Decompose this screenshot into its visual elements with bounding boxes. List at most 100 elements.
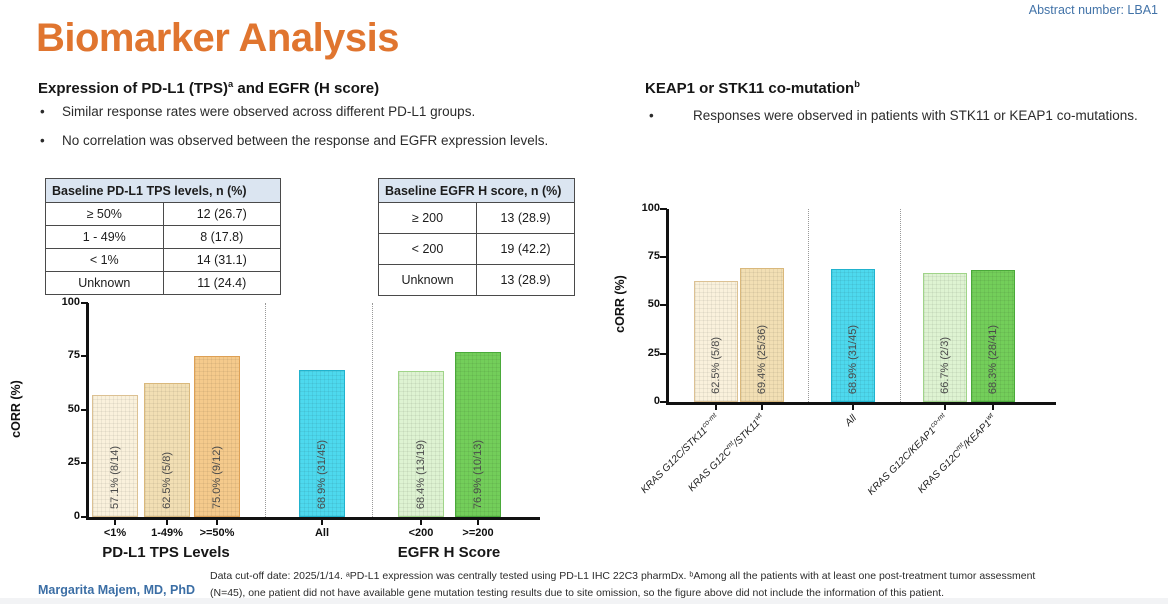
x-tick	[114, 519, 116, 525]
label-text: /STK11	[731, 417, 763, 449]
table-cell: 19 (42.2)	[476, 233, 575, 265]
bar-egfr-ge200: 76.9% (10/13)	[455, 352, 501, 517]
bullet-item: No correlation was observed between the …	[38, 133, 578, 148]
group-label-egfr: EGFR H Score	[397, 544, 501, 561]
x-tick	[420, 519, 422, 525]
keap1-stk11-chart: cORR (%) 100 75 50 25 0 62.5% (5/8) 69.4…	[600, 200, 1168, 500]
table-cell: 12 (26.7)	[162, 202, 281, 226]
x-axis-label: >=50%	[199, 527, 235, 539]
label-text: All	[843, 413, 859, 429]
table-cell: < 200	[378, 233, 477, 265]
table-cell: 14 (31.1)	[162, 248, 281, 272]
bullet-item: Similar response rates were observed acr…	[38, 104, 578, 119]
group-label-pdl1: PD-L1 TPS Levels	[102, 544, 230, 561]
y-tick-label: 50	[67, 403, 80, 415]
bar-stk11-comut: 62.5% (5/8)	[694, 281, 738, 402]
table-row: 1 - 49% 8 (17.8)	[45, 225, 281, 249]
table-cell: 1 - 49%	[45, 225, 164, 249]
y-tick-label: 0	[653, 395, 660, 407]
y-tick	[81, 462, 88, 464]
page-title: Biomarker Analysis	[36, 16, 400, 60]
pdl1-tps-table: Baseline PD-L1 TPS levels, n (%) ≥ 50% 12…	[45, 178, 281, 295]
bullet-item: Responses were observed in patients with…	[645, 108, 1155, 123]
footnote-line: (N=45), one patient did not have availab…	[210, 586, 944, 599]
y-tick	[660, 304, 667, 306]
x-tick	[321, 519, 323, 525]
heading-text: KEAP1 or STK11 co-mutation	[645, 80, 855, 97]
left-bullet-list: Similar response rates were observed acr…	[38, 104, 578, 162]
table-row: ≥ 50% 12 (26.7)	[45, 202, 281, 226]
bar-keap1-wt: 68.3% (28/41)	[971, 270, 1015, 402]
left-section-heading: Expression of PD-L1 (TPS)a and EGFR (H s…	[38, 79, 380, 97]
heading-superscript: b	[854, 79, 860, 89]
x-axis-label: 1-49%	[151, 527, 183, 539]
bar-value-label: 57.1% (8/14)	[109, 446, 121, 509]
table-header: Baseline PD-L1 TPS levels, n (%)	[45, 178, 281, 203]
x-tick	[166, 519, 168, 525]
y-axis-title: cORR (%)	[613, 275, 627, 333]
bar-pdl1-ge50: 75.0% (9/12)	[194, 356, 240, 517]
x-axis-label: <200	[408, 527, 434, 539]
table-cell: 13 (28.9)	[476, 202, 575, 234]
table-row: ≥ 200 13 (28.9)	[378, 202, 575, 234]
table-cell: ≥ 50%	[45, 202, 164, 226]
bar-all: 68.9% (31/45)	[831, 269, 875, 402]
bar-value-label: 69.4% (25/36)	[756, 324, 768, 394]
group-separator	[900, 209, 901, 402]
bar-value-label: 68.9% (31/45)	[316, 439, 328, 509]
x-tick	[715, 404, 717, 410]
y-tick	[81, 409, 88, 411]
y-tick-label: 50	[647, 298, 660, 310]
bar-value-label: 68.9% (31/45)	[847, 324, 859, 394]
y-tick	[660, 256, 667, 258]
bar-egfr-lt200: 68.4% (13/19)	[398, 371, 444, 517]
table-cell: 13 (28.9)	[476, 264, 575, 296]
y-tick	[660, 401, 667, 403]
table-cell: 8 (17.8)	[162, 225, 281, 249]
footnote-line: Data cut-off date: 2025/1/14. ᵃPD-L1 exp…	[210, 570, 1036, 582]
abstract-number: Abstract number: LBA1	[1028, 3, 1158, 17]
bar-stk11-wt: 69.4% (25/36)	[740, 268, 784, 402]
bar-value-label: 76.9% (10/13)	[472, 439, 484, 509]
table-cell: Unknown	[378, 264, 477, 296]
y-tick-label: 25	[647, 347, 660, 359]
x-tick	[477, 519, 479, 525]
x-tick	[216, 519, 218, 525]
x-tick	[992, 404, 994, 410]
label-text: /KEAP1	[961, 417, 994, 451]
table-cell: Unknown	[45, 271, 164, 295]
y-tick-label: 100	[61, 296, 80, 308]
x-axis-label: >=200	[462, 527, 494, 539]
bar-value-label: 68.3% (28/41)	[987, 324, 999, 394]
pdl1-egfr-chart: cORR (%) 100 75 50 25 0 57.1% (8/14) 62.…	[0, 296, 584, 564]
author-credit: Margarita Majem, MD, PhD	[38, 583, 195, 597]
bar-all: 68.9% (31/45)	[299, 370, 345, 517]
bar-value-label: 62.5% (5/8)	[161, 452, 173, 509]
heading-superscript: a	[228, 79, 234, 89]
table-row: < 200 19 (42.2)	[378, 233, 575, 265]
y-axis	[666, 209, 669, 404]
x-tick	[761, 404, 763, 410]
heading-text: and EGFR (H score)	[233, 80, 380, 97]
y-axis	[86, 303, 89, 519]
x-tick	[944, 404, 946, 410]
x-axis	[86, 517, 540, 520]
table-header: Baseline EGFR H score, n (%)	[378, 178, 575, 203]
table-cell: ≥ 200	[378, 202, 477, 234]
table-row: Unknown 13 (28.9)	[378, 264, 575, 296]
y-tick	[660, 353, 667, 355]
table-cell: < 1%	[45, 248, 164, 272]
table-cell: 11 (24.4)	[162, 271, 281, 295]
y-tick	[81, 355, 88, 357]
y-tick-label: 75	[67, 349, 80, 361]
bar-keap1-comut: 66.7% (2/3)	[923, 273, 967, 402]
table-row: < 1% 14 (31.1)	[45, 248, 281, 272]
y-tick-label: 75	[647, 250, 660, 262]
y-tick	[660, 208, 667, 210]
x-axis-label: <1%	[103, 527, 127, 539]
bar-value-label: 62.5% (5/8)	[710, 337, 722, 394]
bar-pdl1-1-49: 62.5% (5/8)	[144, 383, 190, 517]
y-tick	[81, 516, 88, 518]
label-superscript: co-mt	[929, 412, 948, 430]
footnote: Data cut-off date: 2025/1/14. ᵃPD-L1 exp…	[210, 568, 1110, 602]
